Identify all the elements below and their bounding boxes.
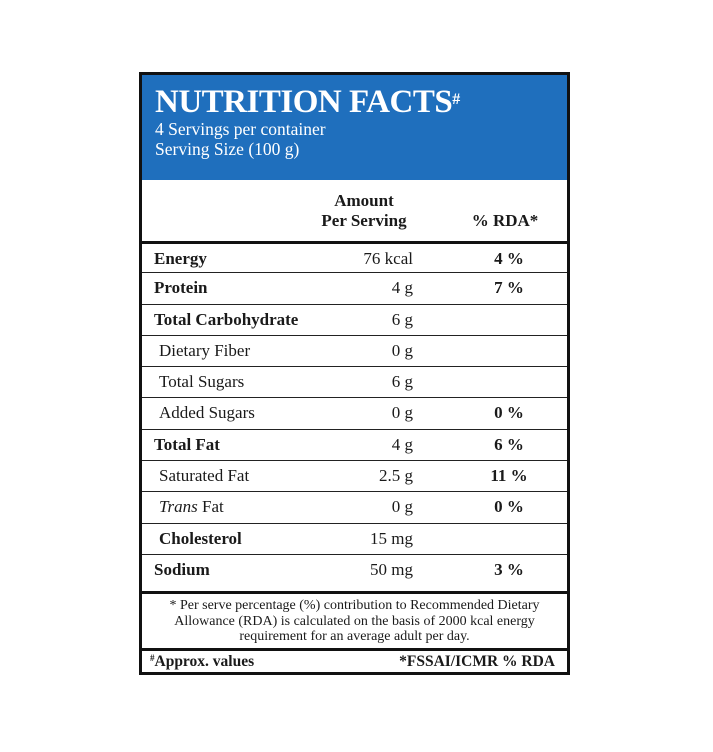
nutrient-rda: 7 % (494, 278, 524, 298)
nutrient-row-protein: Protein 4 g 7 % (142, 272, 567, 303)
nutrient-row-sodium: Sodium 50 mg 3 % (142, 553, 567, 585)
nutrient-name: Protein (154, 278, 208, 298)
nutrient-rda: 3 % (494, 559, 524, 579)
nutrient-name: Added Sugars (159, 403, 255, 423)
nutrient-row-total-carbohydrate: Total Carbohydrate 6 g (142, 303, 567, 335)
nutrient-amount: 4 g (391, 434, 413, 454)
amount-column-header: Amount Per Serving (321, 191, 407, 230)
nutrient-rda: 11 % (490, 466, 528, 486)
nutrient-amount: 2.5 g (379, 466, 413, 486)
nutrient-row-dietary-fiber: Dietary Fiber 0 g (142, 334, 567, 366)
nutrient-amount: 50 mg (370, 559, 413, 579)
nutrient-row-energy: Energy 76 kcal 4 % (142, 241, 567, 272)
label-title: NUTRITION FACTS# (155, 84, 460, 120)
nutrient-name: Dietary Fiber (159, 340, 251, 360)
nutrient-amount: 0 g (391, 340, 413, 360)
column-headers: Amount Per Serving % RDA* (142, 183, 567, 240)
nutrient-table: Energy 76 kcal 4 % Protein 4 g 7 % Total… (142, 241, 567, 585)
approx-values-note: #Approx. values (150, 653, 255, 670)
nutrient-amount: 4 g (391, 278, 413, 298)
nutrient-row-total-sugars: Total Sugars 6 g (142, 366, 567, 397)
nutrient-name: Total Fat (154, 434, 220, 454)
nutrient-amount: 0 g (391, 403, 413, 423)
nutrient-row-added-sugars: Added Sugars 0 g 0 % (142, 397, 567, 428)
nutrient-row-cholesterol: Cholesterol 15 mg (142, 522, 567, 554)
nutrient-name: Total Sugars (159, 372, 245, 392)
nutrient-name: Cholesterol (159, 528, 242, 548)
nutrient-name: Trans Fat (159, 497, 224, 517)
nutrient-row-trans-fat: Trans Fat 0 g 0 % (142, 491, 567, 522)
nutrient-name: Energy (154, 249, 207, 268)
title-mark: # (452, 91, 460, 108)
rda-source: *FSSAI/ICMR % RDA (399, 653, 555, 670)
nutrient-row-total-fat: Total Fat 4 g 6 % (142, 428, 567, 460)
nutrient-rda: 0 % (494, 497, 524, 517)
nutrient-amount: 76 kcal (363, 249, 413, 268)
nutrient-amount: 6 g (391, 372, 413, 392)
nutrient-name: Sodium (154, 559, 210, 579)
serving-size: Serving Size (100 g) (155, 139, 300, 159)
label-footer: #Approx. values *FSSAI/ICMR % RDA (142, 648, 567, 672)
nutrient-amount: 15 mg (370, 528, 413, 548)
label-header: NUTRITION FACTS# 4 Servings per containe… (142, 75, 567, 180)
nutrient-name: Total Carbohydrate (154, 309, 299, 329)
nutrition-facts-label: NUTRITION FACTS# 4 Servings per containe… (139, 72, 570, 675)
nutrient-amount: 0 g (391, 497, 413, 517)
rda-footnote: * Per serve percentage (%) contribution … (142, 591, 567, 648)
nutrient-rda: 6 % (494, 434, 524, 454)
nutrient-row-saturated-fat: Saturated Fat 2.5 g 11 % (142, 460, 567, 491)
nutrient-rda: 4 % (494, 249, 524, 268)
rda-column-header: % RDA* (471, 211, 539, 230)
nutrient-amount: 6 g (391, 309, 413, 329)
nutrient-name: Saturated Fat (159, 466, 250, 486)
servings-per-container: 4 Servings per container (155, 119, 326, 139)
nutrient-rda: 0 % (494, 403, 524, 423)
